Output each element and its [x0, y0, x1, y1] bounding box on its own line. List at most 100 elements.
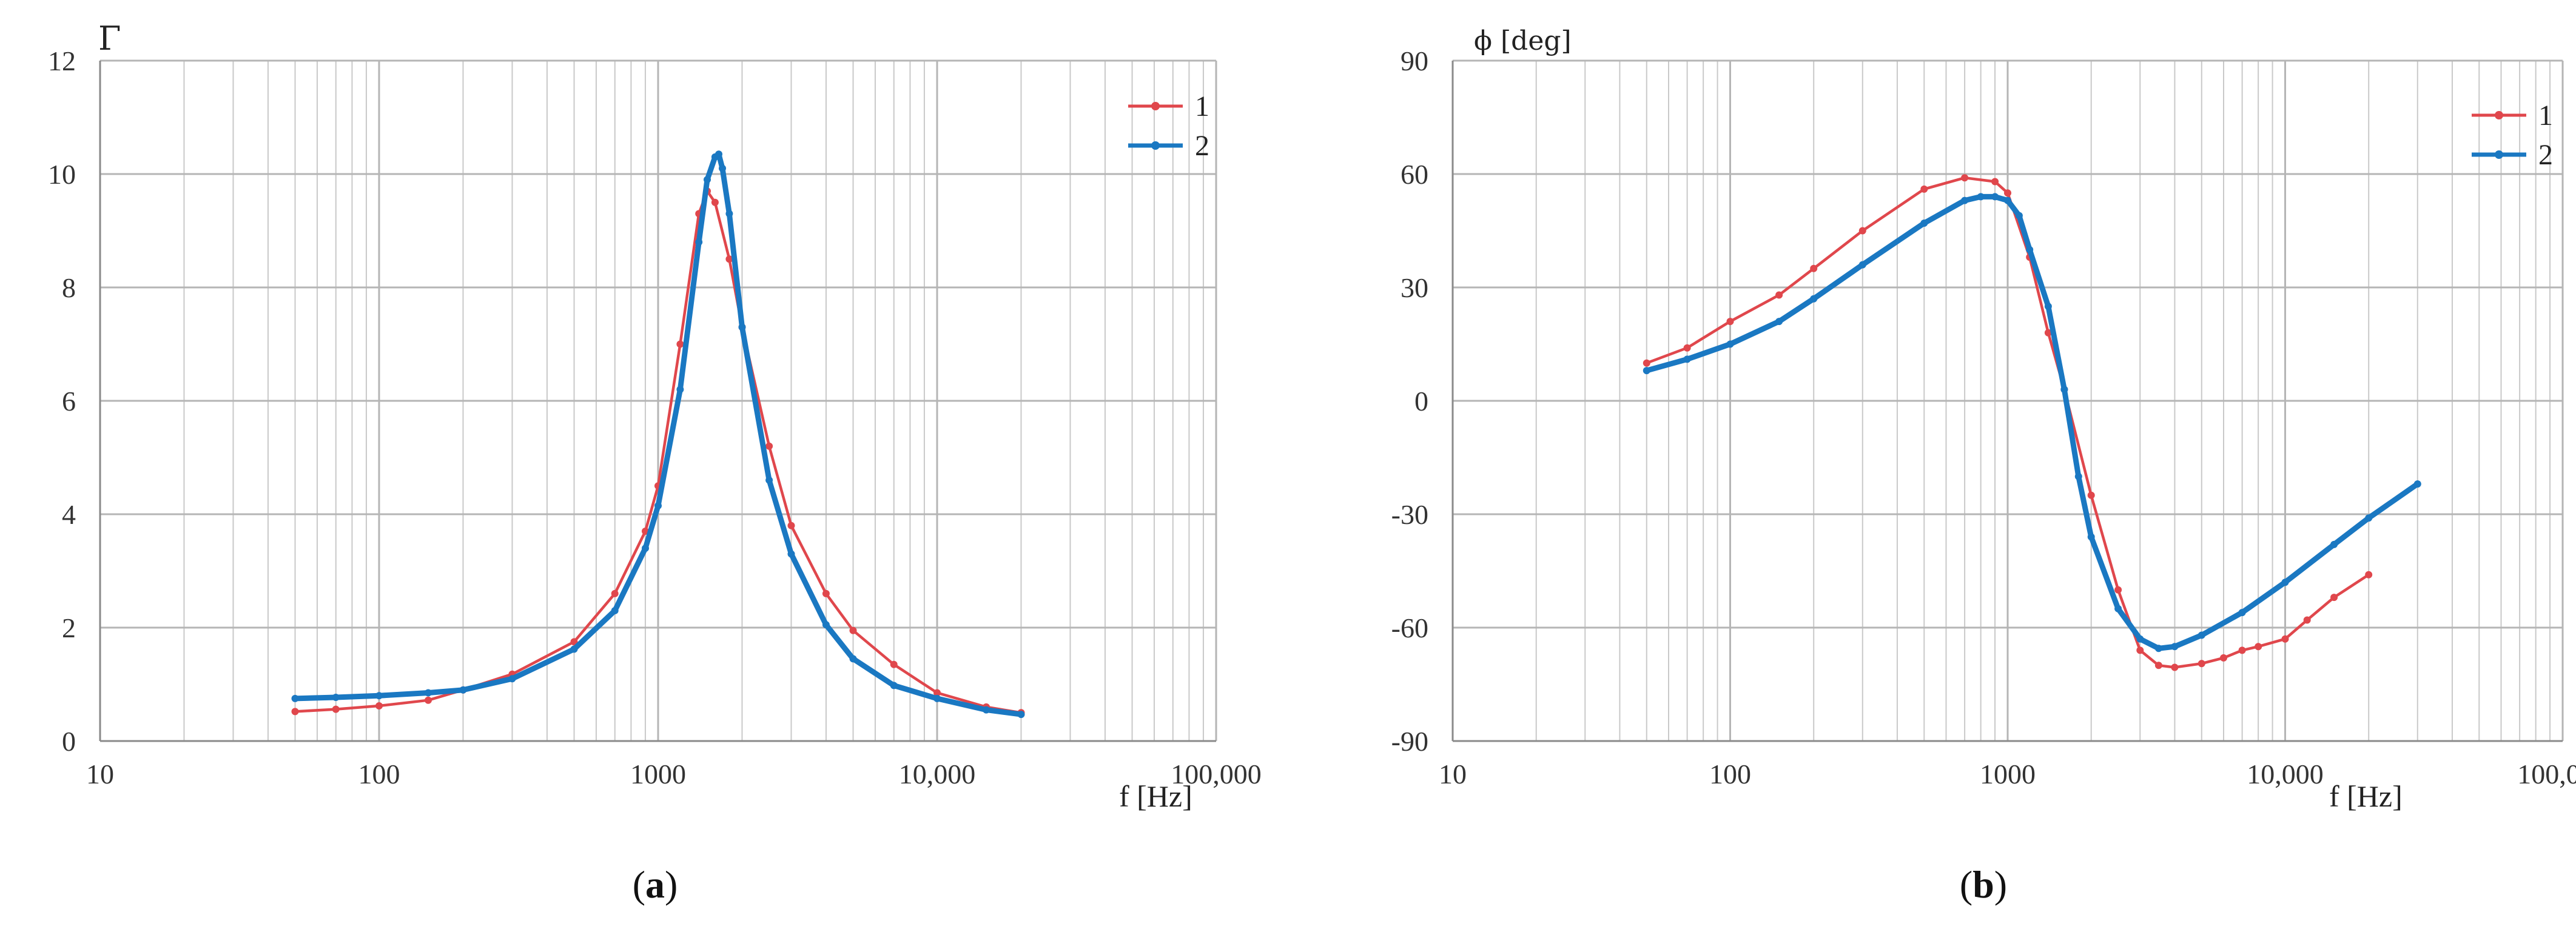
panel-b-x-tick-label: 10: [1439, 759, 1467, 790]
series-1-point: [291, 708, 299, 716]
series-1-point: [332, 705, 340, 713]
series-1-point: [2171, 663, 2179, 671]
legend-label-2: 2: [1195, 130, 1209, 162]
series-2-point: [1683, 355, 1691, 363]
series-2-line: [292, 151, 1024, 717]
series-2-point: [719, 164, 726, 172]
series-1-point: [2154, 662, 2162, 669]
series-1-point: [611, 589, 619, 597]
series-2-point: [375, 692, 383, 700]
series-2-point: [2044, 303, 2052, 310]
series-1-point: [2198, 660, 2205, 668]
legend-marker-1: [2495, 111, 2503, 119]
caption-letter: a: [645, 863, 665, 906]
series-1-point: [375, 702, 383, 709]
series-1-point: [890, 660, 898, 668]
series-1-point: [2255, 643, 2262, 651]
series-2-point: [738, 323, 746, 331]
panel-a-x-tick-label: 100: [358, 759, 400, 790]
series-2-point: [2154, 645, 2162, 652]
panel-a-x-axis-label: f [Hz]: [1119, 779, 1192, 813]
series-2-point: [2114, 605, 2122, 612]
y-axis-label-symbol: ϕ: [1474, 25, 1492, 56]
series-2-point: [2074, 472, 2082, 480]
series-2-point: [2004, 196, 2011, 204]
panel-a-y-tick-label: 6: [62, 386, 76, 417]
series-2-point: [654, 502, 662, 509]
series-1-point: [1991, 178, 1999, 186]
series-2-point: [332, 694, 340, 701]
series-1-point: [1961, 174, 1969, 182]
panel-b-y-tick-label: 60: [1401, 159, 1428, 190]
series-1-point: [2281, 635, 2289, 643]
series-2-point: [1775, 318, 1783, 326]
panel-b-series-2: [1643, 193, 2421, 652]
series-2-point: [715, 150, 722, 158]
series-2-point: [1991, 193, 1999, 201]
panel-a-caption: (a): [633, 863, 678, 906]
series-2-point: [291, 694, 299, 702]
series-2-point: [2171, 643, 2179, 651]
series-1-point: [822, 589, 830, 597]
panel-b-x-tick-label: 1000: [1980, 759, 2036, 790]
panel-a-x-tick-label: 10: [86, 759, 114, 790]
series-1-point: [2087, 491, 2095, 499]
series-1-point: [787, 522, 795, 529]
series-1-point: [849, 626, 857, 634]
series-1-point: [570, 638, 578, 646]
series-2-point: [822, 621, 830, 629]
series-1-point: [2136, 646, 2144, 654]
series-2-point: [1726, 340, 1734, 348]
panel-a-y-tick-label: 10: [48, 159, 76, 190]
panel-b-x-tick-label: 10,000: [2247, 759, 2324, 790]
series-2-point: [1810, 295, 1818, 303]
panel-a-y-tick-label: 4: [62, 499, 76, 530]
series-2-point: [983, 706, 990, 714]
series-2-point: [2413, 480, 2421, 488]
panel-b-x-tick-label: 100,000: [2517, 759, 2576, 790]
caption-close-paren: ): [1994, 863, 2007, 906]
series-1-point: [1858, 227, 1866, 235]
series-1-point: [1726, 318, 1734, 326]
series-2-point: [890, 682, 898, 689]
legend-label-1: 1: [1195, 90, 1209, 122]
series-2-point: [2026, 246, 2034, 253]
series-2-point: [2330, 540, 2338, 548]
series-2-point: [459, 686, 467, 694]
series-2-point: [765, 476, 773, 484]
series-1-point: [2238, 646, 2246, 654]
series-2-point: [2015, 212, 2023, 220]
series-2-point: [1977, 193, 1985, 201]
series-2-point: [425, 689, 432, 697]
series-1-point: [2044, 329, 2052, 337]
caption-open-paren: (: [1960, 863, 1972, 906]
series-1-point: [725, 255, 733, 263]
series-2-point: [1858, 261, 1866, 269]
series-2-point: [704, 176, 711, 184]
panel-b-x-axis-label: f [Hz]: [2329, 779, 2403, 813]
series-1-point: [711, 198, 719, 206]
series-2-point: [2136, 635, 2144, 643]
panel-a-y-axis-label: Γ: [98, 19, 121, 58]
legend-label-2: 2: [2538, 139, 2553, 171]
panel-b-y-tick-label: -30: [1391, 499, 1428, 530]
series-2-point: [787, 550, 795, 558]
series-1-point: [1810, 264, 1818, 272]
panel-b-y-tick-label: 0: [1414, 386, 1428, 417]
panel-a-y-tick-label: 12: [48, 45, 76, 76]
series-2-point: [725, 210, 733, 218]
panel-b-caption: (b): [1960, 863, 2007, 906]
series-2-point: [1643, 367, 1650, 375]
legend-label-1: 1: [2538, 99, 2553, 132]
series-1-point: [2365, 571, 2373, 579]
series-1-point: [933, 689, 941, 697]
series-1-point: [1643, 359, 1650, 367]
panel-a-y-tick-label: 2: [62, 612, 76, 643]
panel-b-y-tick-label: 90: [1401, 45, 1428, 76]
series-2-point: [676, 386, 684, 394]
panel-b-y-tick-label: -60: [1391, 612, 1428, 643]
series-2-point: [2198, 631, 2205, 639]
series-2-point: [849, 655, 857, 663]
